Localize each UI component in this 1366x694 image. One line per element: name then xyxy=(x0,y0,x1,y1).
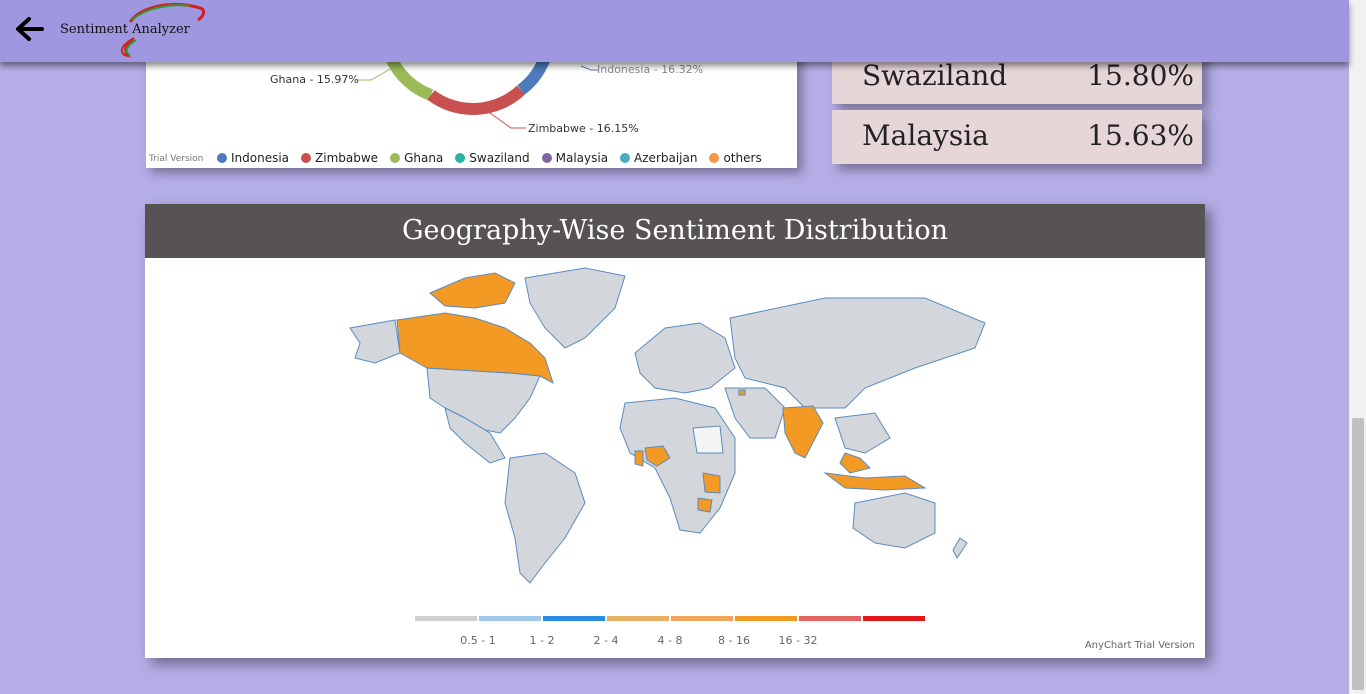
country-india[interactable] xyxy=(782,405,824,459)
map-color-legend: 0.5 - 1 1 - 2 2 - 4 4 - 8 8 - 16 16 - 32 xyxy=(415,616,935,647)
legend-item-indonesia[interactable]: Indonesia xyxy=(217,151,289,165)
map-title: Geography-Wise Sentiment Distribution xyxy=(145,204,1205,258)
legend-label: Swaziland xyxy=(469,151,530,165)
legend-label: Ghana xyxy=(404,151,444,165)
geography-map-card: Geography-Wise Sentiment Distribution xyxy=(145,204,1205,658)
continent-europe[interactable] xyxy=(634,322,736,394)
country-zimbabwe[interactable] xyxy=(697,497,713,513)
map-legend-segment[interactable] xyxy=(415,616,477,621)
map-legend-label: 1 - 2 xyxy=(529,634,555,647)
country-value: 15.63% xyxy=(1087,119,1194,152)
trial-version-label: Trial Version xyxy=(149,154,204,164)
donut-label-zimbabwe: Zimbabwe - 16.15% xyxy=(528,122,639,135)
country-nigeria[interactable] xyxy=(644,445,671,467)
continent-australia[interactable] xyxy=(852,492,936,549)
country-greenland[interactable] xyxy=(524,267,626,349)
country-new-zealand[interactable] xyxy=(952,537,968,559)
donut-label-indonesia: Indonesia - 16.32% xyxy=(597,63,704,76)
zimbabwe-leader-line xyxy=(475,102,526,129)
country-indonesia[interactable] xyxy=(823,472,927,491)
country-azerbaijan[interactable] xyxy=(738,389,746,396)
map-legend-segment[interactable] xyxy=(671,616,733,621)
country-canada[interactable] xyxy=(396,312,554,385)
logo-swoosh-icon xyxy=(120,3,206,58)
continent-south-america[interactable] xyxy=(504,452,586,584)
continent-asia[interactable] xyxy=(729,297,986,409)
donut-legend: Indonesia Zimbabwe Ghana Swaziland Malaysia A… xyxy=(217,151,762,165)
world-map xyxy=(349,267,986,584)
map-legend-segment[interactable] xyxy=(735,616,797,621)
donut-slice-indonesia xyxy=(517,57,550,95)
legend-label: Indonesia xyxy=(231,151,290,165)
legend-label: Zimbabwe xyxy=(315,151,379,165)
ghana-leader-line xyxy=(356,67,393,81)
arrow-left-icon[interactable] xyxy=(14,14,46,44)
map-legend-segment[interactable] xyxy=(543,616,605,621)
country-malaysia[interactable] xyxy=(839,452,871,474)
country-name: Malaysia xyxy=(862,119,989,152)
country-card-malaysia: Malaysia 15.63% xyxy=(832,110,1202,164)
country-mexico[interactable] xyxy=(444,407,506,464)
legend-item-ghana[interactable]: Ghana xyxy=(390,151,443,165)
region-middle-east[interactable] xyxy=(724,387,786,439)
legend-dot xyxy=(541,153,552,163)
legend-item-others[interactable]: others xyxy=(709,151,762,165)
country-ghana[interactable] xyxy=(634,450,644,467)
region-southeast-asia[interactable] xyxy=(834,412,891,454)
legend-dot xyxy=(455,153,466,163)
app-header: Sentiment Analyzer xyxy=(0,0,1349,62)
country-value: 15.80% xyxy=(1087,59,1194,92)
legend-dot xyxy=(217,153,227,163)
donut-slice-zimbabwe xyxy=(427,85,526,116)
legend-label: Azerbaijan xyxy=(634,151,698,165)
country-usa[interactable] xyxy=(426,367,541,434)
legend-dot xyxy=(709,153,720,163)
country-alaska[interactable] xyxy=(349,319,401,364)
donut-slice-ghana xyxy=(386,57,434,101)
map-legend-label: 8 - 16 xyxy=(718,634,750,647)
map-legend-label: 4 - 8 xyxy=(657,634,683,647)
map-legend-segment[interactable] xyxy=(799,616,861,621)
map-legend-label: 2 - 4 xyxy=(593,634,619,647)
country-name: Swaziland xyxy=(862,59,1008,92)
legend-dot xyxy=(620,153,631,163)
map-legend-label: 16 - 32 xyxy=(778,634,818,647)
map-legend-segment[interactable] xyxy=(479,616,541,621)
anychart-trial-label: AnyChart Trial Version xyxy=(1084,640,1195,651)
map-legend-segment[interactable] xyxy=(607,616,669,621)
page-scrollbar[interactable] xyxy=(1349,0,1366,694)
legend-item-azerbaijan[interactable]: Azerbaijan xyxy=(620,151,697,165)
legend-dot xyxy=(390,153,401,163)
donut-label-ghana: Ghana - 15.97% xyxy=(270,73,359,86)
app-title: Sentiment Analyzer xyxy=(60,22,190,37)
country-sudan[interactable] xyxy=(692,425,724,454)
canada-islands[interactable] xyxy=(429,272,516,309)
legend-item-swaziland[interactable]: Swaziland xyxy=(455,151,530,165)
scrollbar-thumb[interactable] xyxy=(1352,418,1364,690)
continent-africa[interactable] xyxy=(619,397,736,534)
legend-label: Malaysia xyxy=(555,151,609,165)
country-tanzania[interactable] xyxy=(702,472,721,494)
indonesia-leader-line xyxy=(580,65,598,71)
legend-item-zimbabwe[interactable]: Zimbabwe xyxy=(301,151,378,165)
legend-dot xyxy=(301,153,312,163)
legend-label: others xyxy=(723,151,762,165)
legend-item-malaysia[interactable]: Malaysia xyxy=(541,151,609,165)
map-legend-segment[interactable] xyxy=(863,616,925,621)
map-legend-label: 0.5 - 1 xyxy=(460,634,496,647)
